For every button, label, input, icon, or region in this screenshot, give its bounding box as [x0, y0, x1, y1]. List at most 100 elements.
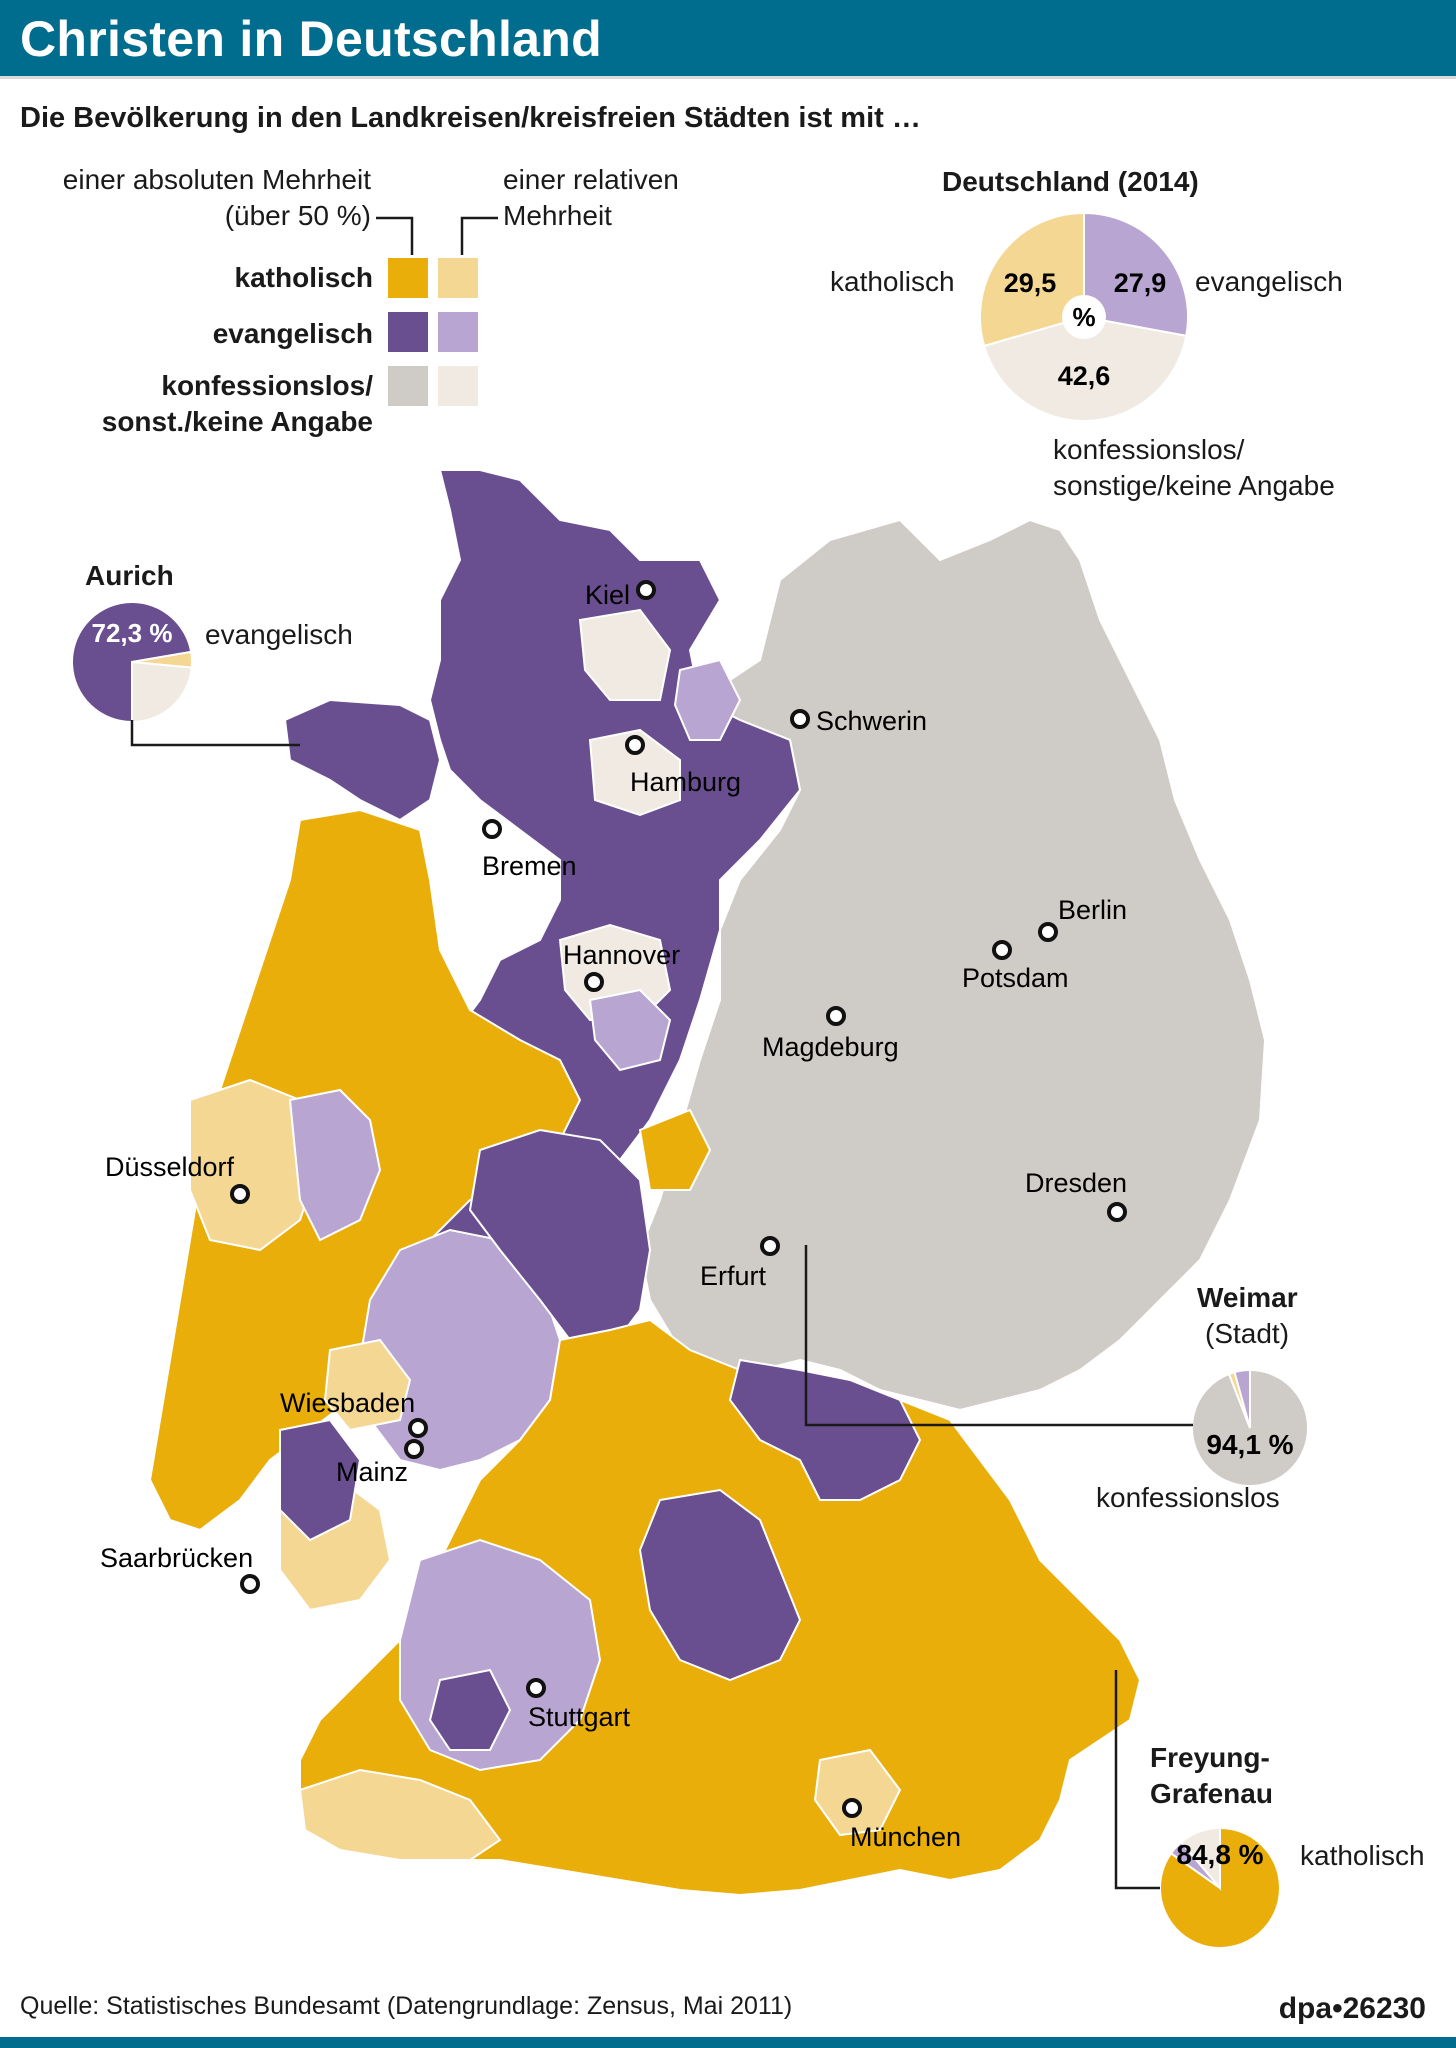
legend-absolute-line2: (über 50 %) — [224, 200, 371, 231]
germany-pie-hole — [1062, 295, 1106, 339]
footer-line — [0, 2037, 1456, 2048]
page-subtitle: Die Bevölkerung in den Landkreisen/kreis… — [20, 102, 921, 134]
city-marker-schwerin — [790, 709, 810, 729]
germany-pie-value-katholisch: 29,5 — [1004, 268, 1057, 298]
pie-slice-katholisch — [979, 211, 1085, 348]
swatch-evangelisch-relative — [438, 312, 478, 352]
germany-pie-slices — [979, 211, 1189, 422]
city-marker-hannover — [584, 972, 604, 992]
credit-badge: dpa•26230 — [1278, 1992, 1426, 2025]
weimar-pie-value: 94,1 % — [1206, 1429, 1293, 1460]
freyung-leader-line — [1114, 1670, 1160, 1890]
page-title: Christen in Deutschland — [20, 11, 602, 67]
weimar-subtitle: (Stadt) — [1205, 1318, 1290, 1349]
legend-relative-line1: einer relativen — [503, 164, 679, 195]
city-marker-dresden — [1107, 1202, 1127, 1222]
city-label-potsdam: Potsdam — [962, 963, 1069, 993]
legend-label-konfessionslos: konfessionslos/ — [161, 370, 373, 401]
legend-label-katholisch: katholisch — [234, 262, 373, 293]
region-mittelfranken-evangelisch — [638, 1488, 802, 1682]
city-bremen: Bremen — [482, 819, 577, 881]
legend-relative-line2: Mehrheit — [503, 200, 612, 231]
city-label-muenchen: München — [850, 1822, 961, 1852]
germany-pie-title: Deutschland (2014) — [942, 166, 1199, 197]
region-bw-katholisch-rel — [298, 1768, 502, 1861]
city-muenchen: München — [842, 1798, 961, 1852]
region-bw-evangelisch — [428, 1668, 512, 1751]
freyung-title-2: Grafenau — [1150, 1778, 1273, 1809]
legend-absolute-line1: einer absoluten Mehrheit — [62, 164, 371, 195]
city-label-wiesbaden: Wiesbaden — [280, 1388, 415, 1418]
germany-pie-center-label: % — [1072, 302, 1095, 332]
city-marker-kiel — [636, 580, 656, 600]
germany-pie-label-konfessionslos-2: sonstige/keine Angabe — [1053, 470, 1335, 501]
region-east-konfessionslos — [638, 518, 1267, 1412]
city-wiesbaden: Wiesbaden — [280, 1388, 428, 1438]
region-lauenburg-evangelisch-rel — [673, 658, 742, 741]
city-marker-bremen — [482, 819, 502, 839]
city-label-mainz: Mainz — [336, 1457, 408, 1487]
germany-pie-label-konfessionslos-1: konfessionslos/ — [1053, 434, 1245, 465]
city-label-hannover: Hannover — [563, 940, 680, 970]
legend-label-konfessionslos-2: sonst./keine Angabe — [101, 406, 373, 437]
freyung-title-1: Freyung- — [1150, 1742, 1270, 1773]
city-hamburg: Hamburg — [625, 735, 741, 797]
city-marker-saarbruecken — [240, 1574, 260, 1594]
germany-pie-value-konfessionslos: 42,6 — [1058, 361, 1111, 391]
legend-connector-relative — [460, 216, 498, 255]
swatch-katholisch-relative — [438, 258, 478, 298]
city-marker-muenchen — [842, 1798, 862, 1818]
freyung-label: katholisch — [1300, 1840, 1425, 1871]
pie-slice-konfessionslos — [982, 315, 1188, 422]
swatch-konfessionslos-absolute — [388, 366, 428, 406]
aurich-title: Aurich — [85, 560, 174, 591]
city-label-duesseldorf: Düsseldorf — [105, 1152, 235, 1182]
map-regions — [148, 469, 1267, 1897]
germany-pie-value-evangelisch: 27,9 — [1114, 268, 1167, 298]
city-label-stuttgart: Stuttgart — [528, 1702, 631, 1732]
city-label-kiel: Kiel — [585, 580, 630, 610]
freyung-pie: 84,8 % — [1114, 1670, 1281, 1949]
weimar-pie: 94,1 % — [804, 1245, 1309, 1487]
weimar-leader-line — [804, 1245, 1193, 1427]
region-kiel-konfessionslos-rel — [578, 608, 672, 701]
weimar-title: Weimar — [1197, 1282, 1298, 1313]
city-potsdam: Potsdam — [962, 940, 1069, 993]
region-rhineland-katholisch-rel — [189, 1078, 322, 1252]
city-marker-berlin — [1038, 922, 1058, 942]
city-duesseldorf: Düsseldorf — [105, 1152, 250, 1204]
germany-pie-label-katholisch: katholisch — [830, 266, 955, 297]
city-stuttgart: Stuttgart — [526, 1678, 631, 1732]
city-label-magdeburg: Magdeburg — [762, 1032, 899, 1062]
legend-label-evangelisch: evangelisch — [212, 318, 373, 349]
city-hannover: Hannover — [563, 940, 680, 992]
city-dresden: Dresden — [1025, 1168, 1127, 1222]
city-marker-wiesbaden — [408, 1418, 428, 1438]
city-marker-erfurt — [760, 1236, 780, 1256]
region-ruhr-evangelisch-rel — [288, 1088, 382, 1242]
aurich-pie: 72,3 % — [71, 601, 300, 747]
city-magdeburg: Magdeburg — [762, 1006, 899, 1062]
weimar-slice-evangelisch — [1233, 1368, 1251, 1429]
city-schwerin: Schwerin — [790, 706, 927, 736]
city-label-saarbruecken: Saarbrücken — [100, 1543, 253, 1573]
city-label-schwerin: Schwerin — [816, 706, 927, 736]
city-marker-magdeburg — [826, 1006, 846, 1026]
aurich-pie-value: 72,3 % — [92, 618, 173, 648]
city-marker-mainz — [404, 1439, 424, 1459]
swatch-katholisch-absolute — [388, 258, 428, 298]
region-westerwald-katholisch-rel — [323, 1338, 412, 1432]
aurich-slice-konfessionslos — [131, 660, 193, 724]
title-bar: Christen in Deutschland — [0, 0, 1456, 79]
city-markers: Kiel Schwerin Hamburg Bremen Hannover Be… — [100, 580, 1127, 1852]
city-marker-stuttgart — [526, 1678, 546, 1698]
city-label-dresden: Dresden — [1025, 1168, 1127, 1198]
city-mainz: Mainz — [336, 1439, 424, 1487]
swatch-konfessionslos-relative — [438, 366, 478, 406]
region-northwest-evangelisch — [283, 698, 442, 822]
region-saar-evangelisch — [279, 1418, 362, 1542]
city-marker-potsdam — [992, 940, 1012, 960]
region-hannover-evangelisch-rel — [588, 988, 672, 1072]
city-label-erfurt: Erfurt — [700, 1261, 767, 1291]
